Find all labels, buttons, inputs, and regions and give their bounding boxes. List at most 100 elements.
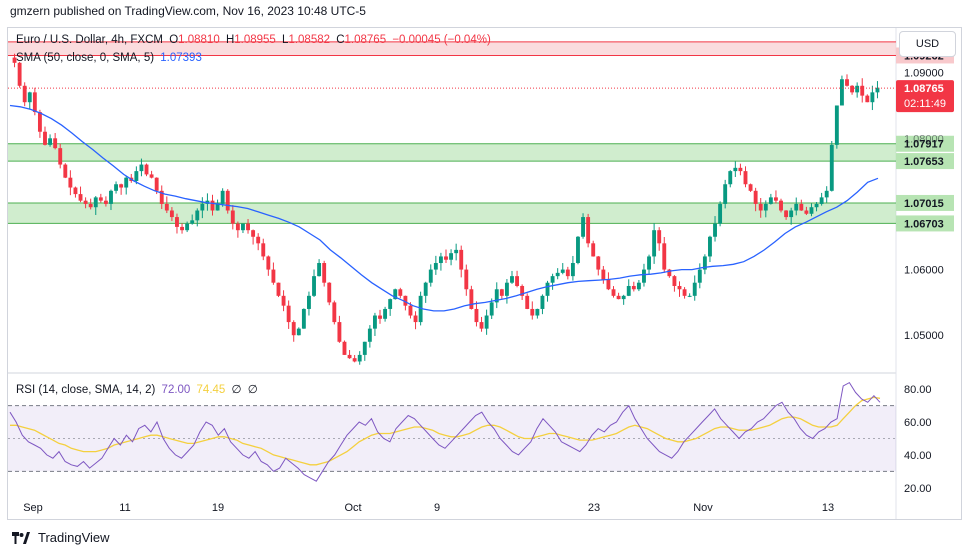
- candle-body: [180, 226, 184, 231]
- candle: [494, 282, 499, 309]
- rsi-extra-2: ∅: [247, 384, 258, 396]
- sma-legend[interactable]: SMA (50, close, 0, SMA, 5) 1.07393: [16, 52, 202, 64]
- candle-body: [743, 171, 748, 185]
- candle: [185, 221, 190, 233]
- candle-body: [119, 184, 124, 188]
- candle-body: [276, 282, 281, 296]
- candle: [834, 105, 839, 149]
- rsi-ma-value: 74.45: [196, 384, 226, 396]
- rsi-tick: 80.00: [904, 384, 932, 396]
- rsi-pane: [8, 381, 896, 482]
- candle-body: [459, 249, 464, 270]
- candle-body: [804, 210, 809, 214]
- candle-body: [560, 269, 565, 273]
- candle: [469, 285, 474, 310]
- candle: [855, 82, 860, 98]
- candle: [83, 197, 88, 209]
- candle-body: [687, 295, 692, 297]
- candle-body: [433, 263, 438, 270]
- price-tick: 1.05000: [904, 330, 944, 342]
- candle: [98, 193, 103, 203]
- candle: [763, 200, 768, 218]
- candle: [672, 275, 677, 292]
- candle: [621, 294, 626, 305]
- currency-button[interactable]: USD: [899, 31, 956, 57]
- candle: [251, 229, 256, 245]
- candle-body: [850, 85, 855, 93]
- candle-body: [423, 282, 428, 296]
- candle: [22, 82, 27, 107]
- candle-body: [819, 197, 824, 204]
- candle-body: [68, 177, 73, 188]
- rsi-legend[interactable]: RSI (14, close, SMA, 14, 2) 72.00 74.45 …: [16, 382, 258, 396]
- zone-1: [8, 143, 896, 162]
- candle-body: [200, 203, 205, 211]
- candle-body: [616, 295, 621, 300]
- candle-body: [22, 85, 27, 103]
- candle-body: [662, 243, 667, 270]
- price-tick-partial: 1.08000: [904, 133, 944, 145]
- time-tick: 9: [434, 502, 440, 514]
- candle: [510, 270, 514, 284]
- candle: [606, 272, 611, 291]
- candle: [393, 288, 398, 300]
- candle: [560, 263, 565, 275]
- candle: [616, 292, 621, 300]
- candle-body: [672, 276, 677, 286]
- candle: [109, 189, 113, 211]
- candle: [53, 133, 58, 150]
- candle-body: [479, 322, 484, 329]
- candle: [37, 109, 42, 138]
- candle-body: [398, 289, 403, 296]
- candle-body: [728, 171, 733, 185]
- rsi-value: 72.00: [161, 384, 191, 396]
- candle-body: [342, 341, 347, 355]
- candle-body: [454, 249, 459, 254]
- candle-body: [540, 295, 545, 309]
- candle: [540, 294, 545, 315]
- candle: [271, 262, 276, 285]
- candle-body: [53, 138, 58, 149]
- candle: [403, 295, 408, 311]
- candle: [190, 214, 195, 225]
- candle-body: [403, 295, 408, 306]
- candle: [276, 282, 281, 298]
- candle-body: [494, 289, 499, 303]
- candle: [413, 311, 418, 330]
- candle-body: [860, 85, 865, 96]
- candle-body: [317, 263, 322, 277]
- candle: [545, 280, 550, 302]
- candle: [799, 199, 804, 211]
- candle: [774, 190, 778, 204]
- candle: [12, 53, 17, 68]
- candle-body: [794, 203, 799, 211]
- candle-body: [789, 210, 794, 218]
- candle-body: [73, 187, 78, 195]
- symbol-legend[interactable]: Euro / U.S. Dollar, 4h, FXCM O1.08810 H1…: [16, 34, 491, 46]
- candle-body: [93, 197, 98, 208]
- candle-body: [337, 322, 342, 342]
- candle: [68, 170, 73, 196]
- candle: [601, 265, 606, 284]
- candle: [63, 163, 68, 179]
- candle-body: [555, 272, 560, 277]
- zone-2-bottom-label: 1.06703: [904, 218, 944, 230]
- candle: [865, 94, 870, 103]
- candle: [449, 249, 454, 266]
- candle-body: [408, 305, 413, 316]
- candle-body: [829, 144, 834, 191]
- rsi-tick: 60.00: [904, 417, 932, 429]
- candle: [332, 300, 337, 325]
- candle-body: [525, 295, 530, 309]
- candle: [347, 349, 352, 359]
- candle: [464, 264, 469, 296]
- candle: [535, 308, 540, 319]
- last-price-box: [896, 80, 954, 113]
- candle-body: [824, 190, 829, 198]
- candle-body: [652, 230, 657, 257]
- candle-body: [383, 308, 388, 319]
- candle: [58, 143, 63, 169]
- candle: [682, 287, 687, 299]
- candle: [327, 282, 332, 306]
